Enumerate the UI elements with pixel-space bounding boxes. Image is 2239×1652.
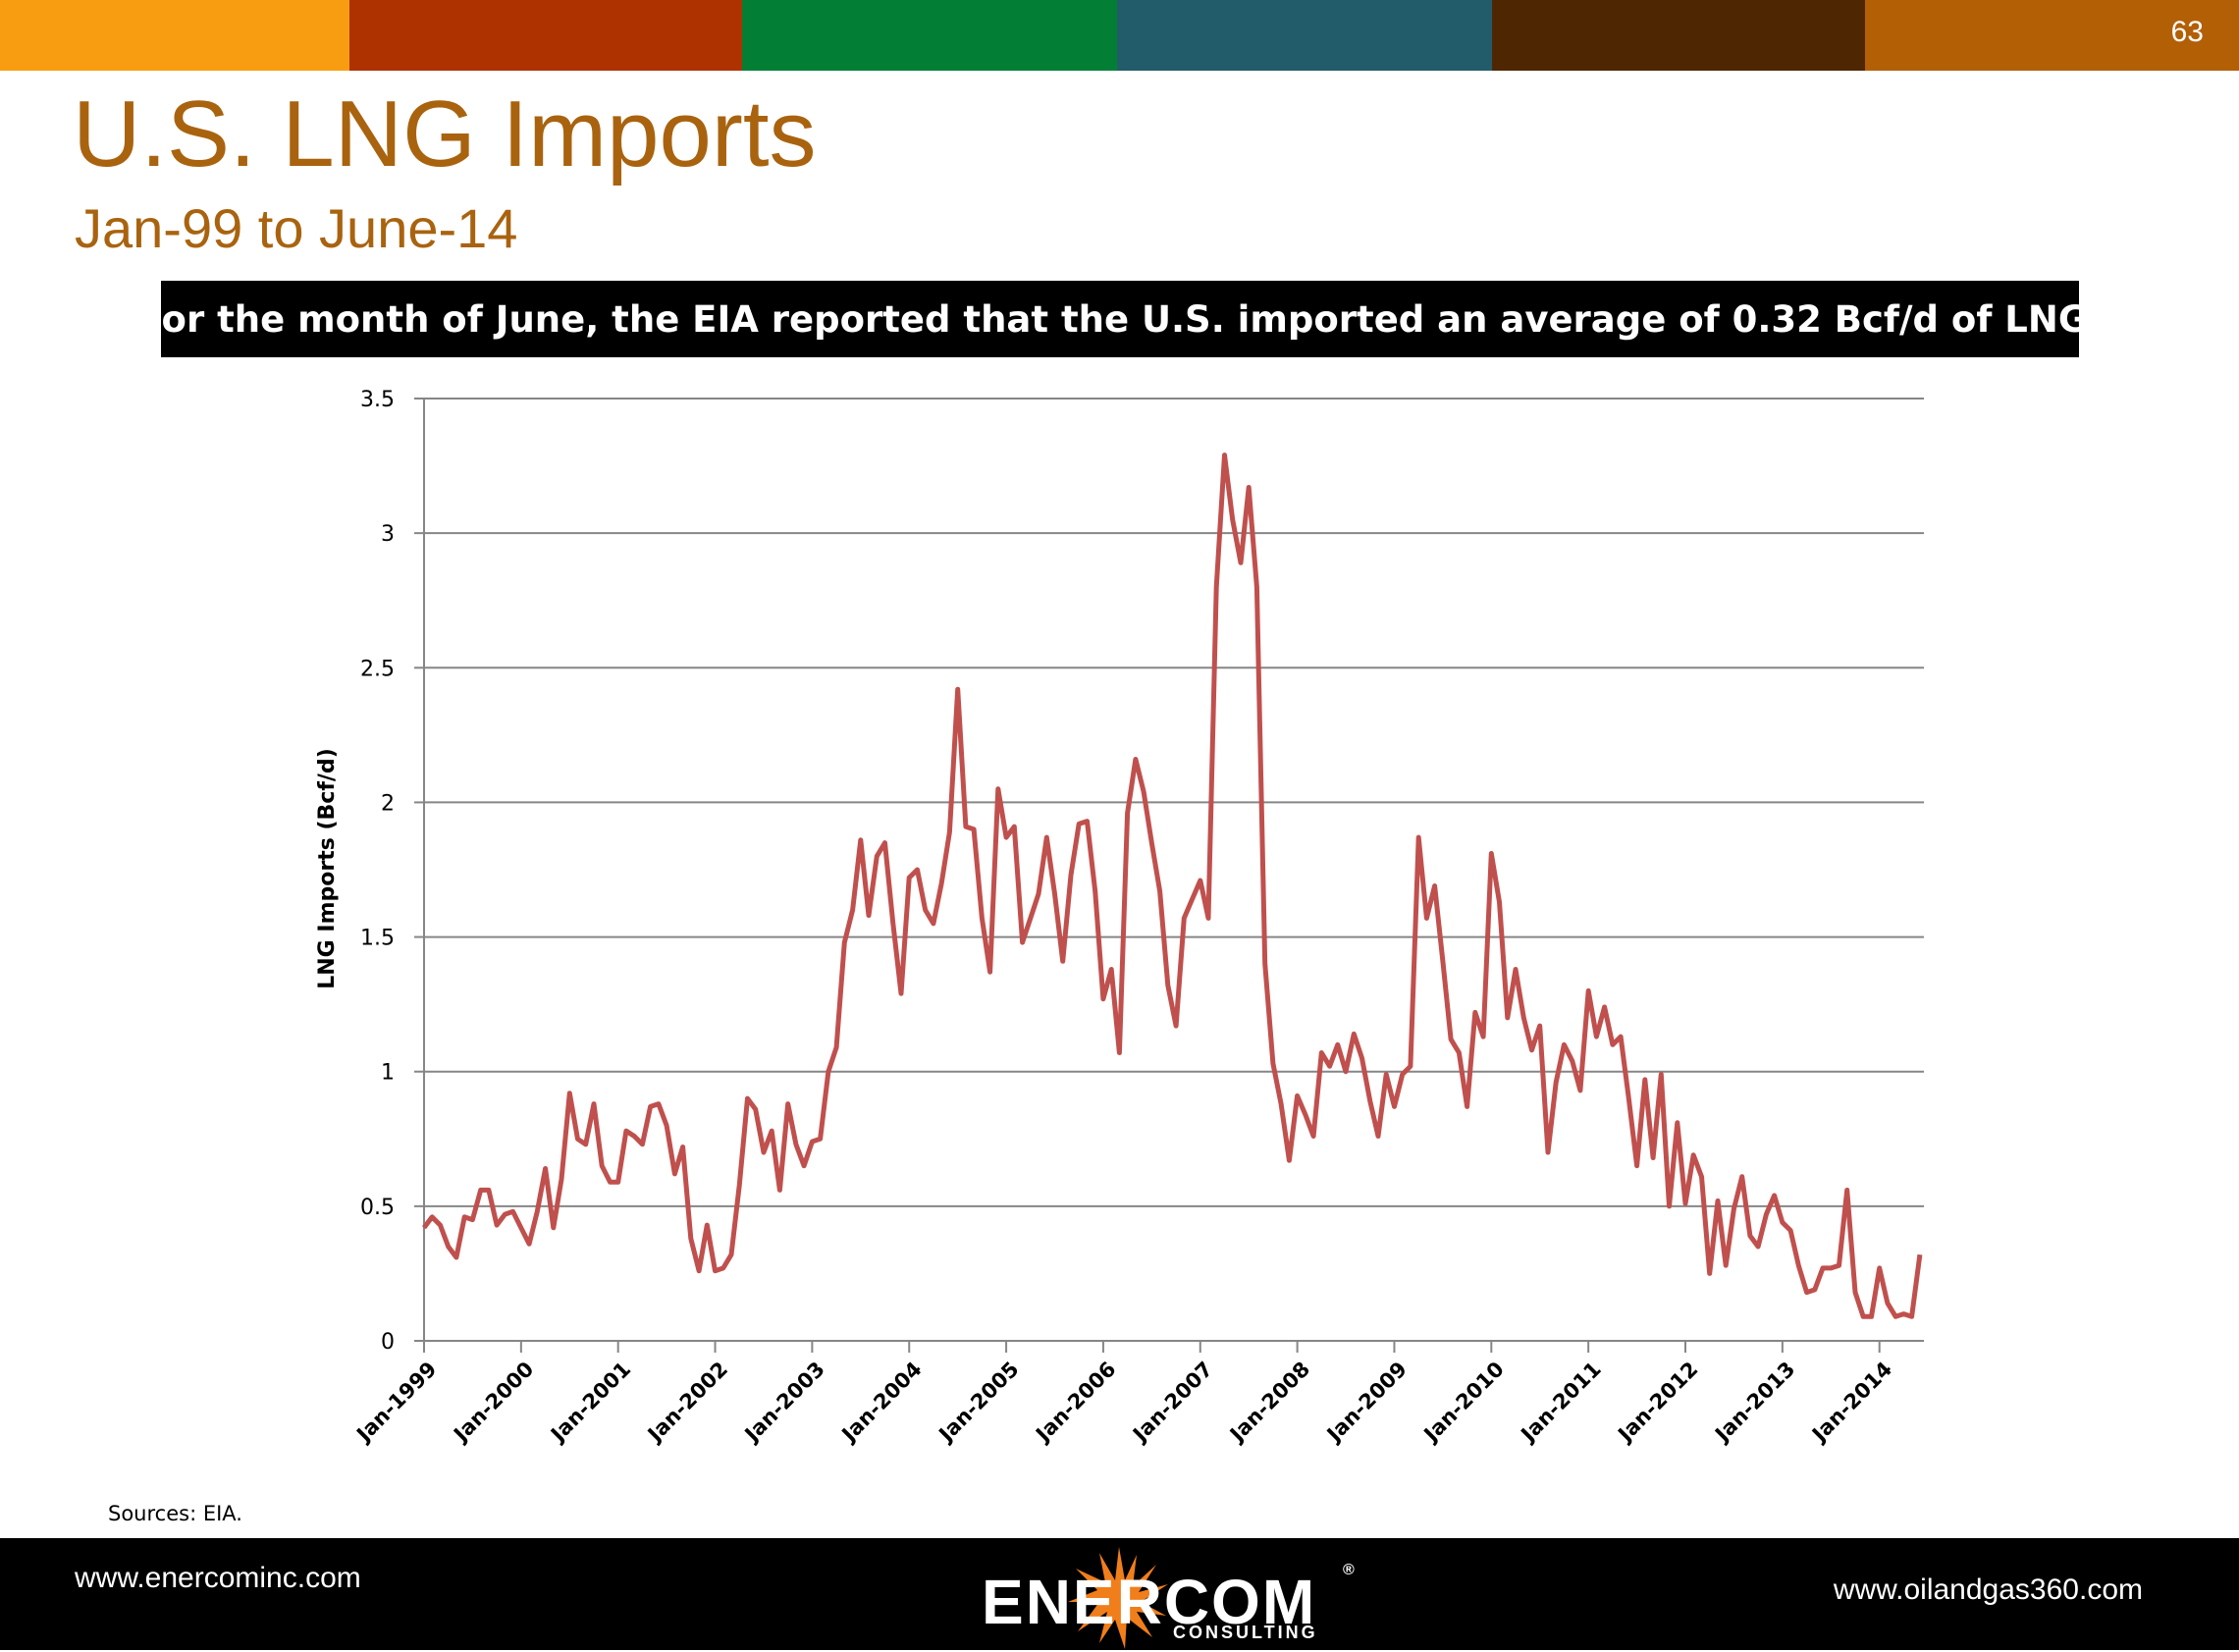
footer-bar: www.enercominc.com ENERCOM ® CONSULTING … <box>0 1538 2239 1650</box>
series-line-lng-imports <box>421 453 1923 1319</box>
y-tick-label: 3.5 <box>360 388 395 412</box>
x-tick-label: Jan-2010 <box>1418 1358 1509 1448</box>
gridlines <box>424 398 1924 1207</box>
color-bar-segment <box>742 0 1117 71</box>
sunburst-icon <box>1068 1547 1168 1649</box>
x-tick-label: Jan-2001 <box>545 1358 635 1448</box>
x-tick-label: Jan-2008 <box>1224 1358 1314 1448</box>
color-bar-segment <box>0 0 349 71</box>
x-tick-label: Jan-1999 <box>351 1358 442 1448</box>
slide-title: U.S. LNG Imports <box>73 81 817 187</box>
y-tick-label: 2.5 <box>360 657 395 681</box>
summary-banner: For the month of June, the EIA reported … <box>138 281 2102 357</box>
logo-subtitle: CONSULTING <box>1173 1623 1318 1642</box>
x-tick-label: Jan-2006 <box>1030 1358 1120 1448</box>
x-tick-label: Jan-2002 <box>642 1358 732 1448</box>
x-tick-label: Jan-2005 <box>933 1358 1024 1448</box>
top-color-bar <box>0 0 2239 71</box>
x-axis: Jan-1999 Jan-2000 Jan-2001 Jan-2002 Jan-2003… <box>351 399 1924 1448</box>
y-tick-label: 3 <box>381 522 395 547</box>
x-tick-label: Jan-2004 <box>836 1358 927 1448</box>
x-tick-label: Jan-2012 <box>1613 1358 1703 1448</box>
y-tick-label: 1.5 <box>360 927 395 951</box>
footer-right-url[interactable]: www.oilandgas360.com <box>1833 1573 2143 1606</box>
x-tick-label: Jan-2011 <box>1516 1358 1606 1448</box>
x-tick-label: Jan-2014 <box>1806 1358 1896 1448</box>
footer-left-url[interactable]: www.enercominc.com <box>75 1562 361 1594</box>
y-axis-ticks: 0 0.5 1 1.5 2 2.5 3 3.5 <box>360 388 424 1355</box>
lng-imports-chart: 00.511.522.533.5 Jan-1999 Jan-2000 Jan-200… <box>315 388 1924 1448</box>
color-bar-segment <box>1865 0 2239 71</box>
series-group <box>421 453 1923 1319</box>
source-note: Sources: EIA. <box>108 1502 242 1525</box>
logo-wordmark: ENERCOM <box>982 1567 1317 1637</box>
y-tick-label: 2 <box>381 791 395 816</box>
x-tick-label: Jan-2009 <box>1321 1358 1412 1448</box>
y-tick-label: 0 <box>381 1330 395 1355</box>
y-tick-label: 0.5 <box>360 1196 395 1220</box>
x-tick-label: Jan-2007 <box>1127 1358 1217 1448</box>
registered-mark: ® <box>1343 1562 1355 1578</box>
enercom-logo: ENERCOM ® CONSULTING <box>982 1544 1374 1649</box>
page-number: 63 <box>2170 16 2204 48</box>
x-tick-label: Jan-2003 <box>739 1358 829 1448</box>
y-tick-label: 1 <box>381 1061 395 1086</box>
color-bar-segment <box>349 0 742 71</box>
x-tick-label: Jan-2013 <box>1709 1358 1799 1448</box>
y-axis-label: LNG Imports (Bcf/d) <box>315 748 340 989</box>
slide-subtitle: Jan-99 to June-14 <box>75 197 518 259</box>
color-bar-segment <box>1117 0 1492 71</box>
color-bar-segment <box>1492 0 1865 71</box>
x-tick-label: Jan-2000 <box>448 1358 538 1448</box>
